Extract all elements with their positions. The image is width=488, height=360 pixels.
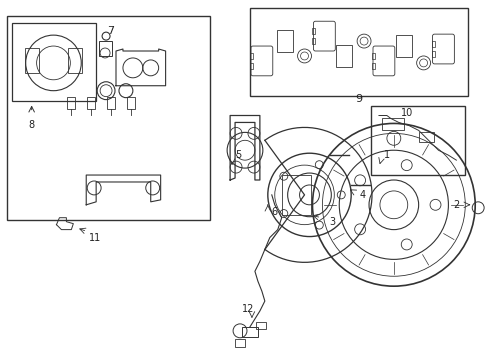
- Bar: [371, 63, 374, 69]
- Bar: [431, 41, 434, 47]
- Bar: [25, 48, 39, 73]
- Text: 12: 12: [242, 304, 254, 314]
- Text: 2: 2: [452, 200, 459, 210]
- Text: 9: 9: [355, 94, 362, 104]
- Bar: [381, 118, 403, 130]
- Bar: [312, 28, 315, 34]
- Text: 5: 5: [235, 150, 241, 160]
- Bar: [395, 35, 411, 57]
- Text: 8: 8: [28, 121, 35, 130]
- Bar: [127, 96, 135, 109]
- Text: 10: 10: [400, 108, 412, 117]
- Bar: [87, 96, 95, 109]
- Bar: [7, 16, 210, 220]
- Bar: [249, 53, 252, 59]
- Bar: [249, 63, 252, 69]
- Bar: [312, 38, 315, 44]
- Bar: [276, 30, 292, 52]
- Bar: [431, 51, 434, 57]
- Bar: [371, 53, 374, 59]
- Bar: [107, 96, 115, 109]
- Bar: [249, 8, 468, 96]
- Bar: [242, 327, 257, 337]
- Bar: [418, 132, 433, 142]
- Text: 4: 4: [358, 190, 365, 200]
- Text: 11: 11: [89, 233, 101, 243]
- Bar: [12, 23, 96, 100]
- Bar: [99, 41, 112, 56]
- Text: 6: 6: [271, 207, 277, 217]
- Bar: [370, 105, 464, 175]
- Bar: [68, 48, 82, 73]
- Bar: [255, 322, 265, 329]
- Bar: [235, 339, 244, 347]
- Text: 7: 7: [107, 26, 114, 36]
- Text: 3: 3: [328, 217, 335, 227]
- Bar: [67, 96, 75, 109]
- Text: 1: 1: [383, 150, 389, 160]
- Bar: [281, 175, 311, 215]
- Bar: [336, 45, 351, 67]
